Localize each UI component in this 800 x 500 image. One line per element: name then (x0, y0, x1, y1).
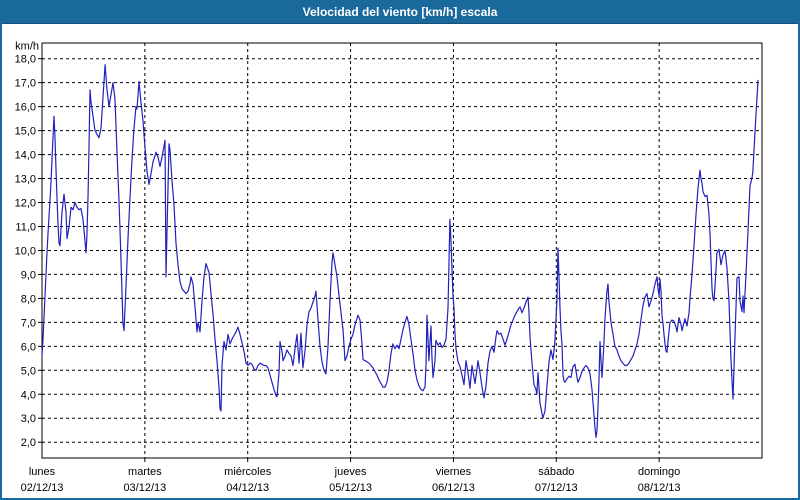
y-tick-label: 16,0 (15, 102, 36, 114)
window-title-bar: Velocidad del viento [km/h] escala (2, 2, 798, 24)
plot-frame (41, 42, 763, 459)
y-tick-label: 6,0 (21, 341, 36, 353)
x-day-date-label: 06/12/13 (432, 482, 475, 494)
x-day-date-label: 07/12/13 (535, 482, 578, 494)
x-day-name-label: martes (128, 466, 162, 478)
y-tick-label: 13,0 (15, 174, 36, 186)
x-day-name-label: jueves (334, 466, 367, 478)
x-day-date-label: 05/12/13 (329, 482, 372, 494)
x-day-date-label: 04/12/13 (226, 482, 269, 494)
window-title: Velocidad del viento [km/h] escala (302, 5, 498, 19)
y-tick-label: 4,0 (21, 389, 36, 401)
y-axis-unit-label: km/h (15, 41, 39, 53)
y-tick-label: 3,0 (21, 413, 36, 425)
x-day-name-label: miércoles (224, 466, 272, 478)
x-day-date-label: 02/12/13 (21, 482, 64, 494)
y-tick-label: 11,0 (15, 221, 36, 233)
y-tick-label: 17,0 (15, 78, 36, 90)
y-tick-label: 12,0 (15, 198, 36, 210)
y-tick-label: 9,0 (21, 269, 36, 281)
y-tick-label: 10,0 (15, 245, 36, 257)
y-tick-label: 15,0 (15, 126, 36, 138)
y-tick-label: 2,0 (21, 437, 36, 449)
x-day-name-label: domingo (638, 466, 680, 478)
y-tick-label: 8,0 (21, 293, 36, 305)
x-day-name-label: sábado (538, 466, 574, 478)
y-tick-label: 18,0 (15, 54, 36, 66)
x-day-name-label: lunes (29, 466, 56, 478)
wind-speed-line (41, 64, 759, 438)
y-tick-label: 14,0 (15, 150, 36, 162)
x-day-date-label: 08/12/13 (638, 482, 681, 494)
y-tick-label: 7,0 (21, 317, 36, 329)
y-tick-label: 5,0 (21, 365, 36, 377)
x-day-name-label: viernes (436, 466, 472, 478)
x-day-date-label: 03/12/13 (123, 482, 166, 494)
